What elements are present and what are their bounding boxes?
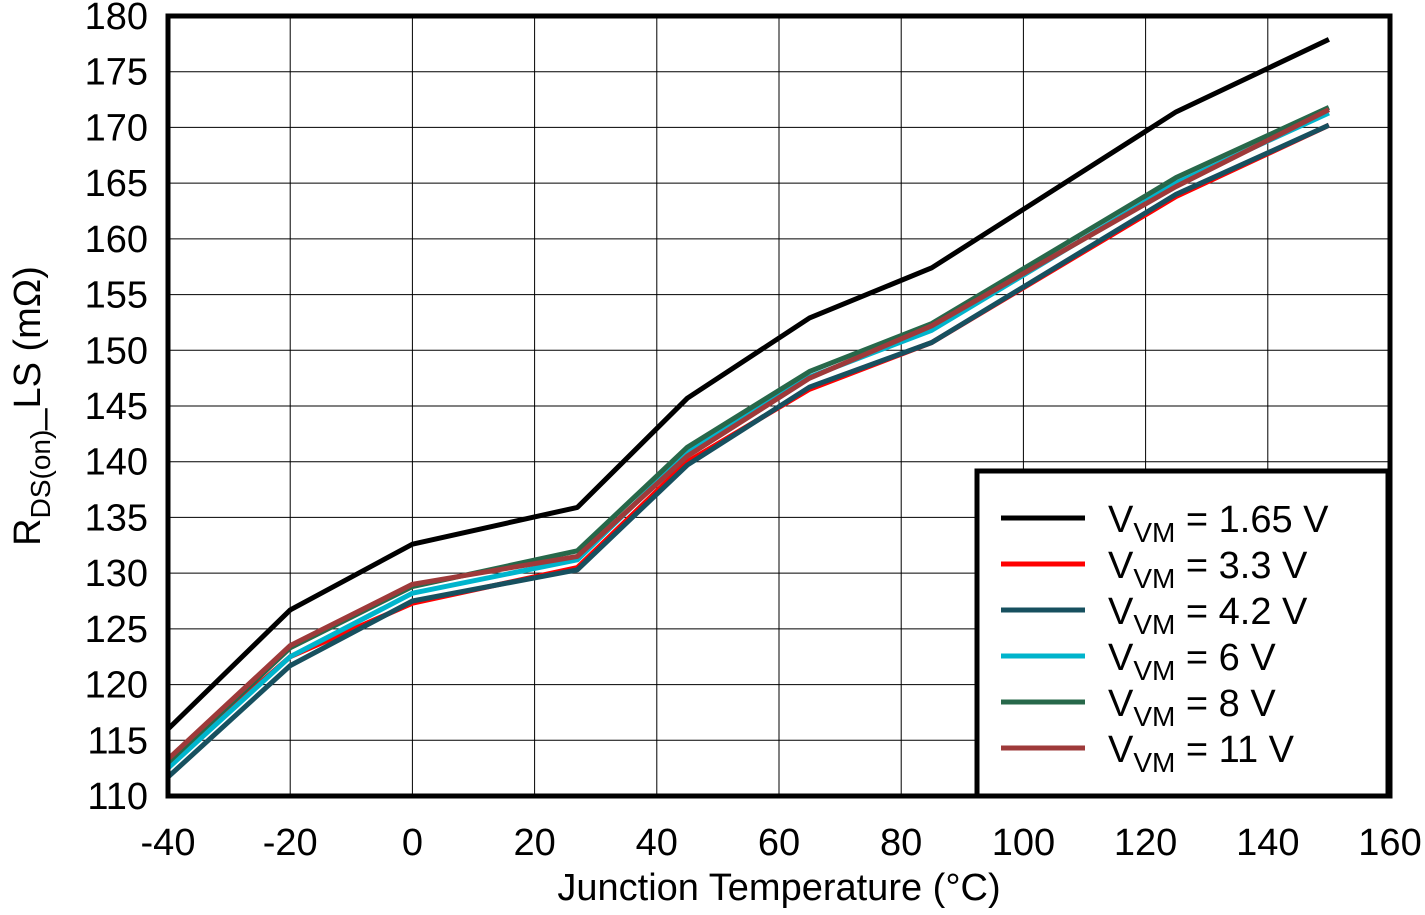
legend-label-sub: VM — [1133, 747, 1175, 778]
y-axis-label-main: R — [7, 518, 49, 545]
legend-label-sub: VM — [1133, 655, 1175, 686]
legend-label-sub: VM — [1133, 517, 1175, 548]
legend-label-main: V — [1108, 683, 1134, 725]
x-tick-label: 40 — [636, 822, 678, 864]
x-tick-label: 140 — [1236, 822, 1299, 864]
y-tick-label: 150 — [85, 330, 148, 372]
legend-label-main: V — [1108, 499, 1134, 541]
y-tick-labels: 110 115 120 125 130 135 140 145 150 155 160 165 170 1… — [85, 0, 148, 818]
legend-label-rest: = 6 V — [1175, 637, 1276, 679]
plot-frame — [165, 13, 1393, 799]
legend-label-rest: = 4.2 V — [1175, 591, 1308, 633]
x-tick-label: -20 — [263, 822, 318, 864]
y-axis-label-suffix: _LS (mΩ) — [7, 266, 49, 431]
legend-label-main: V — [1108, 729, 1134, 771]
y-tick-label: 165 — [85, 163, 148, 205]
legend-label: VVM = 11 V — [1108, 729, 1295, 778]
y-tick-label: 135 — [85, 497, 148, 539]
series-line-2 — [166, 122, 1330, 779]
x-tick-labels: -40 -20 0 20 40 60 80 100 120 140 160 — [141, 822, 1422, 864]
legend-label: VVM = 6 V — [1108, 637, 1276, 686]
series-line-0 — [166, 37, 1330, 731]
y-tick-label: 175 — [85, 52, 148, 94]
legend-label-rest: = 8 V — [1175, 683, 1276, 725]
legend-label-main: V — [1108, 591, 1134, 633]
y-tick-label: 170 — [85, 107, 148, 149]
y-tick-label: 160 — [85, 219, 148, 261]
legend-label-rest: = 3.3 V — [1175, 545, 1308, 587]
y-tick-label: 180 — [85, 0, 148, 38]
y-tick-label: 110 — [87, 776, 148, 818]
y-tick-label: 120 — [85, 665, 148, 707]
legend-label-sub: VM — [1133, 701, 1175, 732]
y-tick-label: 130 — [85, 553, 148, 595]
y-tick-label: 140 — [85, 442, 148, 484]
x-tick-label: 80 — [880, 822, 922, 864]
legend-label: VVM = 1.65 V — [1108, 499, 1329, 548]
legend-label-rest: = 1.65 V — [1175, 499, 1329, 541]
x-tick-label: 160 — [1358, 822, 1421, 864]
legend-label-sub: VM — [1133, 563, 1175, 594]
legend-box — [974, 468, 1391, 799]
y-axis-label: RDS(on)_LS (mΩ) — [7, 266, 56, 546]
x-tick-label: 0 — [402, 822, 423, 864]
y-axis-label-sub: DS(on) — [25, 430, 56, 519]
x-tick-label: -40 — [141, 822, 196, 864]
y-tick-label: 125 — [85, 609, 148, 651]
x-tick-label: 20 — [513, 822, 555, 864]
legend-label-sub: VM — [1133, 609, 1175, 640]
series-lines — [166, 37, 1331, 779]
legend-label: VVM = 8 V — [1108, 683, 1276, 732]
y-tick-label: 145 — [85, 386, 148, 428]
legend-label: VVM = 4.2 V — [1108, 591, 1308, 640]
legend-label-main: V — [1108, 545, 1134, 587]
x-tick-label: 60 — [758, 822, 800, 864]
x-tick-label: 120 — [1114, 822, 1177, 864]
y-tick-label: 115 — [87, 720, 148, 762]
series-line-5 — [166, 107, 1331, 762]
legend-label-main: V — [1108, 637, 1134, 679]
x-axis-label: Junction Temperature (°C) — [557, 867, 1000, 909]
x-tick-label: 100 — [992, 822, 1055, 864]
y-tick-label: 155 — [85, 275, 148, 317]
legend-label: VVM = 3.3 V — [1108, 545, 1308, 594]
legend-label-rest: = 11 V — [1175, 729, 1294, 771]
